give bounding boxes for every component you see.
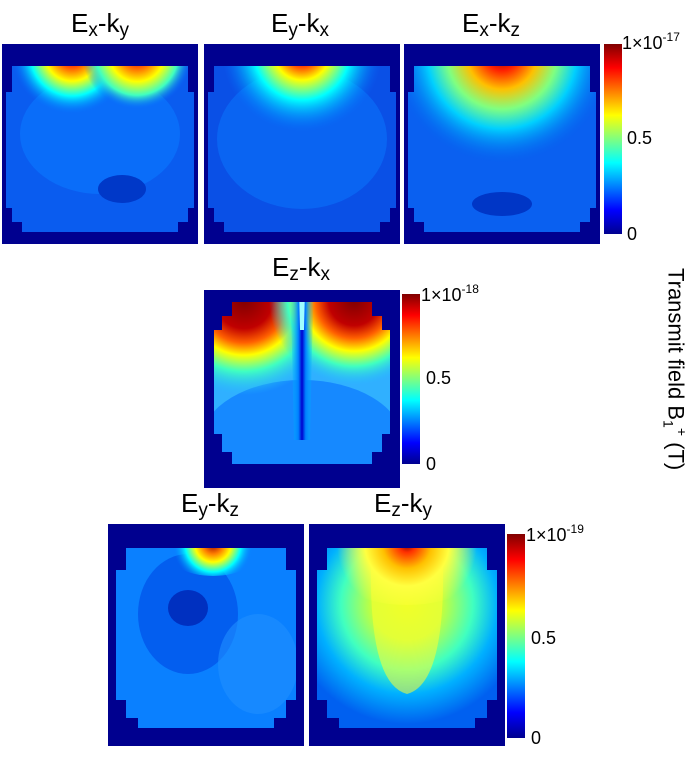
heatmap-ez-ky xyxy=(309,524,505,746)
colorbar-2-min-tick: 0 xyxy=(426,454,437,474)
panel-title-ex-ky: Ex-ky xyxy=(70,8,129,41)
heatmap-ez-kx xyxy=(204,290,400,488)
panel-title-ex-kz: Ex-kz xyxy=(461,8,520,41)
colorbar-3-min-tick: 0 xyxy=(531,728,542,748)
colorbar-3-max-tick: 1×10-19 xyxy=(526,522,584,545)
colorbar-1-max-tick: 1×10-17 xyxy=(622,30,680,53)
heatmap-ey-kz xyxy=(108,524,304,746)
panel-title-ez-kx: Ez-kx xyxy=(271,252,330,285)
heatmap-ex-kz xyxy=(404,44,600,244)
panel-title-ey-kx: Ey-kx xyxy=(270,8,329,41)
heatmap-ey-kx xyxy=(204,44,400,244)
panel-title-ez-ky: Ez-ky xyxy=(373,488,432,521)
colorbar-3-mid-tick: 0.5 xyxy=(531,628,557,648)
transmit-field-label: Transmit field B1+ (T) xyxy=(660,268,690,471)
heatmap-ex-ky xyxy=(2,44,198,244)
colorbar-1e-18 xyxy=(402,294,420,464)
panel-title-ey-kz: Ey-kz xyxy=(180,488,239,521)
colorbar-2-max-tick: 1×10-18 xyxy=(421,282,479,305)
colorbar-1-mid-tick: 0.5 xyxy=(627,128,653,148)
colorbar-1-min-tick: 0 xyxy=(627,224,638,244)
colorbar-2-mid-tick: 0.5 xyxy=(426,368,452,388)
colorbar-1e-17 xyxy=(604,44,622,234)
colorbar-1e-19 xyxy=(507,534,525,738)
